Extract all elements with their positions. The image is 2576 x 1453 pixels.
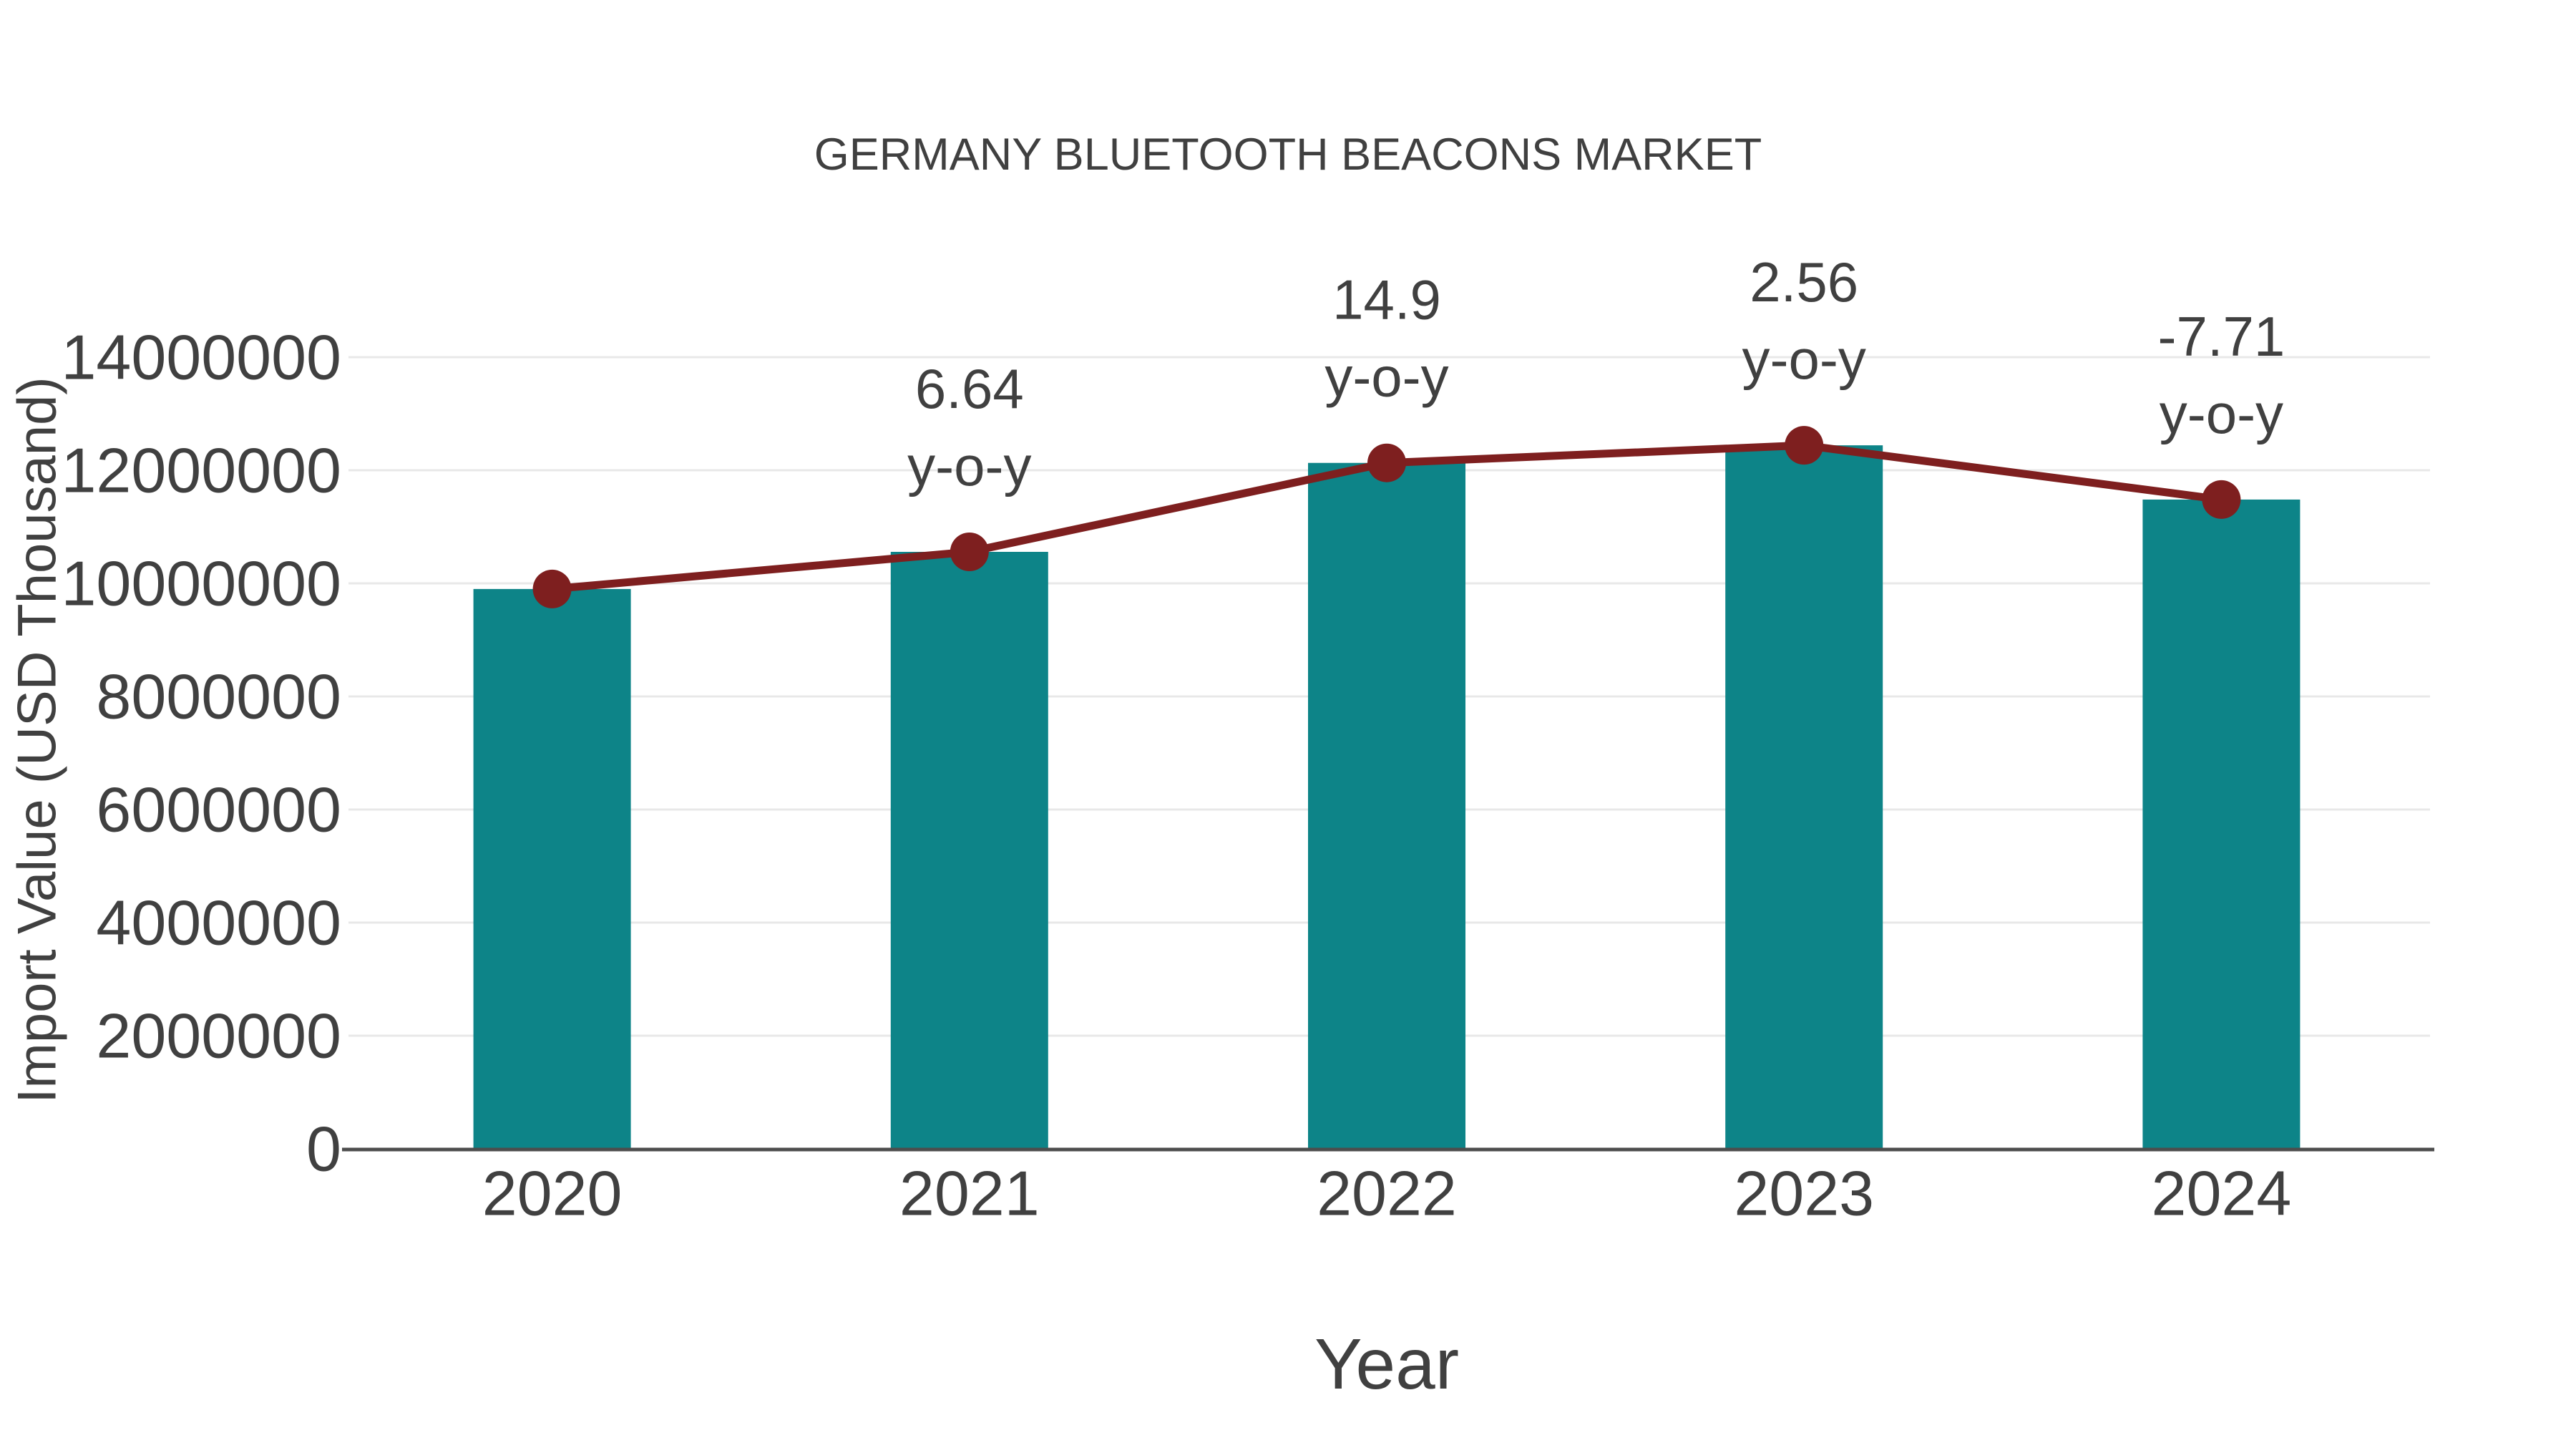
yoy-suffix-label: y-o-y [907, 434, 1031, 497]
bar-2024 [2142, 499, 2301, 1149]
x-tick-label: 2022 [1317, 1158, 1457, 1229]
y-tick-label: 12000000 [61, 435, 341, 506]
y-tick-label: 8000000 [96, 661, 341, 732]
yoy-suffix-label: y-o-y [2160, 382, 2283, 445]
trend-marker-2021 [950, 532, 989, 571]
y-tick-label: 2000000 [96, 1001, 341, 1071]
trend-marker-2024 [2202, 480, 2241, 519]
yoy-value-label: -7.71 [2158, 305, 2285, 368]
x-tick-label: 2021 [899, 1158, 1040, 1229]
yoy-value-label: 2.56 [1750, 251, 1858, 314]
x-axis-title: Year [1314, 1324, 1459, 1404]
bar-2021 [890, 551, 1048, 1149]
yoy-value-label: 6.64 [915, 357, 1024, 420]
x-tick-label: 2020 [482, 1158, 623, 1229]
trend-marker-2022 [1367, 443, 1406, 482]
chart-title: GERMANY BLUETOOTH BEACONS MARKET [814, 130, 1762, 180]
bar-2022 [1308, 462, 1465, 1149]
y-tick-label: 10000000 [61, 548, 341, 619]
y-tick-label: 6000000 [96, 774, 341, 845]
plot-area: 0 2000000 4000000 6000000 8000000 10000000 120… [61, 251, 2434, 1229]
bar-2023 [1725, 445, 1883, 1149]
bar-2020 [473, 588, 631, 1149]
trend-marker-2023 [1785, 426, 1824, 465]
y-tick-label: 0 [306, 1114, 341, 1185]
yoy-suffix-label: y-o-y [1742, 328, 1866, 391]
x-tick-label: 2023 [1734, 1158, 1874, 1229]
x-tick-label: 2024 [2152, 1158, 2292, 1229]
y-tick-label: 4000000 [96, 888, 341, 958]
yoy-value-label: 14.9 [1332, 268, 1441, 331]
y-tick-label: 14000000 [61, 322, 341, 393]
y-axis-title: Import Value (USD Thousand) [7, 376, 68, 1103]
yoy-suffix-label: y-o-y [1324, 346, 1448, 409]
trend-marker-2020 [532, 569, 572, 608]
